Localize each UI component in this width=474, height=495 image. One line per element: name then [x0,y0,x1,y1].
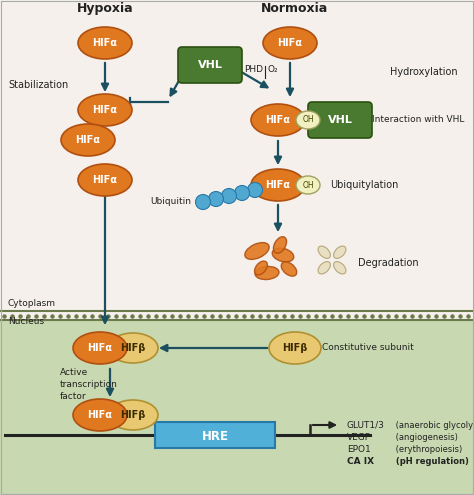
Text: HIFα: HIFα [277,38,302,48]
Ellipse shape [108,333,158,363]
Ellipse shape [245,243,269,259]
Text: Normoxia: Normoxia [261,2,328,15]
Ellipse shape [78,94,132,126]
Ellipse shape [78,164,132,196]
Circle shape [195,195,210,209]
Text: HIFα: HIFα [92,105,118,115]
Text: Cytoplasm: Cytoplasm [8,299,56,308]
FancyBboxPatch shape [178,47,242,83]
Text: (angiogenesis): (angiogenesis) [393,433,458,442]
Text: (erythropoiesis): (erythropoiesis) [393,445,462,453]
Ellipse shape [263,27,317,59]
Circle shape [221,189,237,203]
Ellipse shape [296,176,320,194]
Ellipse shape [255,261,267,275]
Text: HRE: HRE [201,430,228,443]
Ellipse shape [73,332,127,364]
Ellipse shape [281,262,297,276]
Text: HIFα: HIFα [88,410,112,420]
Ellipse shape [251,169,305,201]
Text: HIFβ: HIFβ [120,410,146,420]
FancyBboxPatch shape [308,102,372,138]
Text: O₂: O₂ [268,65,279,74]
Ellipse shape [272,248,294,262]
Ellipse shape [318,246,330,258]
Ellipse shape [296,111,320,129]
Text: Hydroxylation: Hydroxylation [390,67,457,77]
Ellipse shape [334,261,346,274]
Text: (pH regulation): (pH regulation) [393,456,469,465]
Text: HIFα: HIFα [265,115,291,125]
Text: PHD: PHD [244,65,263,74]
Ellipse shape [251,104,305,136]
Text: Ubiquitylation: Ubiquitylation [330,180,398,190]
Ellipse shape [318,261,330,274]
Text: Degradation: Degradation [358,258,419,268]
Text: Interaction with VHL: Interaction with VHL [372,115,465,125]
Text: Ubiquitin: Ubiquitin [150,198,191,206]
Ellipse shape [108,400,158,430]
Circle shape [235,186,249,200]
Text: HIFα: HIFα [92,175,118,185]
Text: EPO1: EPO1 [347,445,371,453]
Text: Active
transcription
factor: Active transcription factor [60,368,118,400]
Ellipse shape [255,266,279,280]
Text: CA IX: CA IX [347,456,374,465]
Circle shape [209,192,224,206]
Text: VHL: VHL [198,60,222,70]
Text: VEGF: VEGF [347,433,371,442]
Text: GLUT1/3: GLUT1/3 [347,420,385,430]
Ellipse shape [269,332,321,364]
Text: Hypoxia: Hypoxia [77,2,133,15]
Text: OH: OH [302,181,314,190]
Text: Nucleus: Nucleus [8,317,44,326]
Ellipse shape [334,246,346,258]
Text: Stabilization: Stabilization [8,80,68,90]
Ellipse shape [273,237,287,253]
Text: HIFα: HIFα [265,180,291,190]
Text: VHL: VHL [328,115,353,125]
Text: HIFβ: HIFβ [283,343,308,353]
Text: HIFα: HIFα [75,135,100,145]
Ellipse shape [78,27,132,59]
Ellipse shape [61,124,115,156]
Text: OH: OH [302,115,314,125]
Bar [0,320,474,495]
Text: HIFβ: HIFβ [120,343,146,353]
Text: Constitutive subunit: Constitutive subunit [322,344,414,352]
Circle shape [247,183,263,198]
Bar [155,422,275,448]
Ellipse shape [73,399,127,431]
Text: (anaerobic glycolysis): (anaerobic glycolysis) [393,420,474,430]
Text: HIFα: HIFα [88,343,112,353]
Text: HIFα: HIFα [92,38,118,48]
